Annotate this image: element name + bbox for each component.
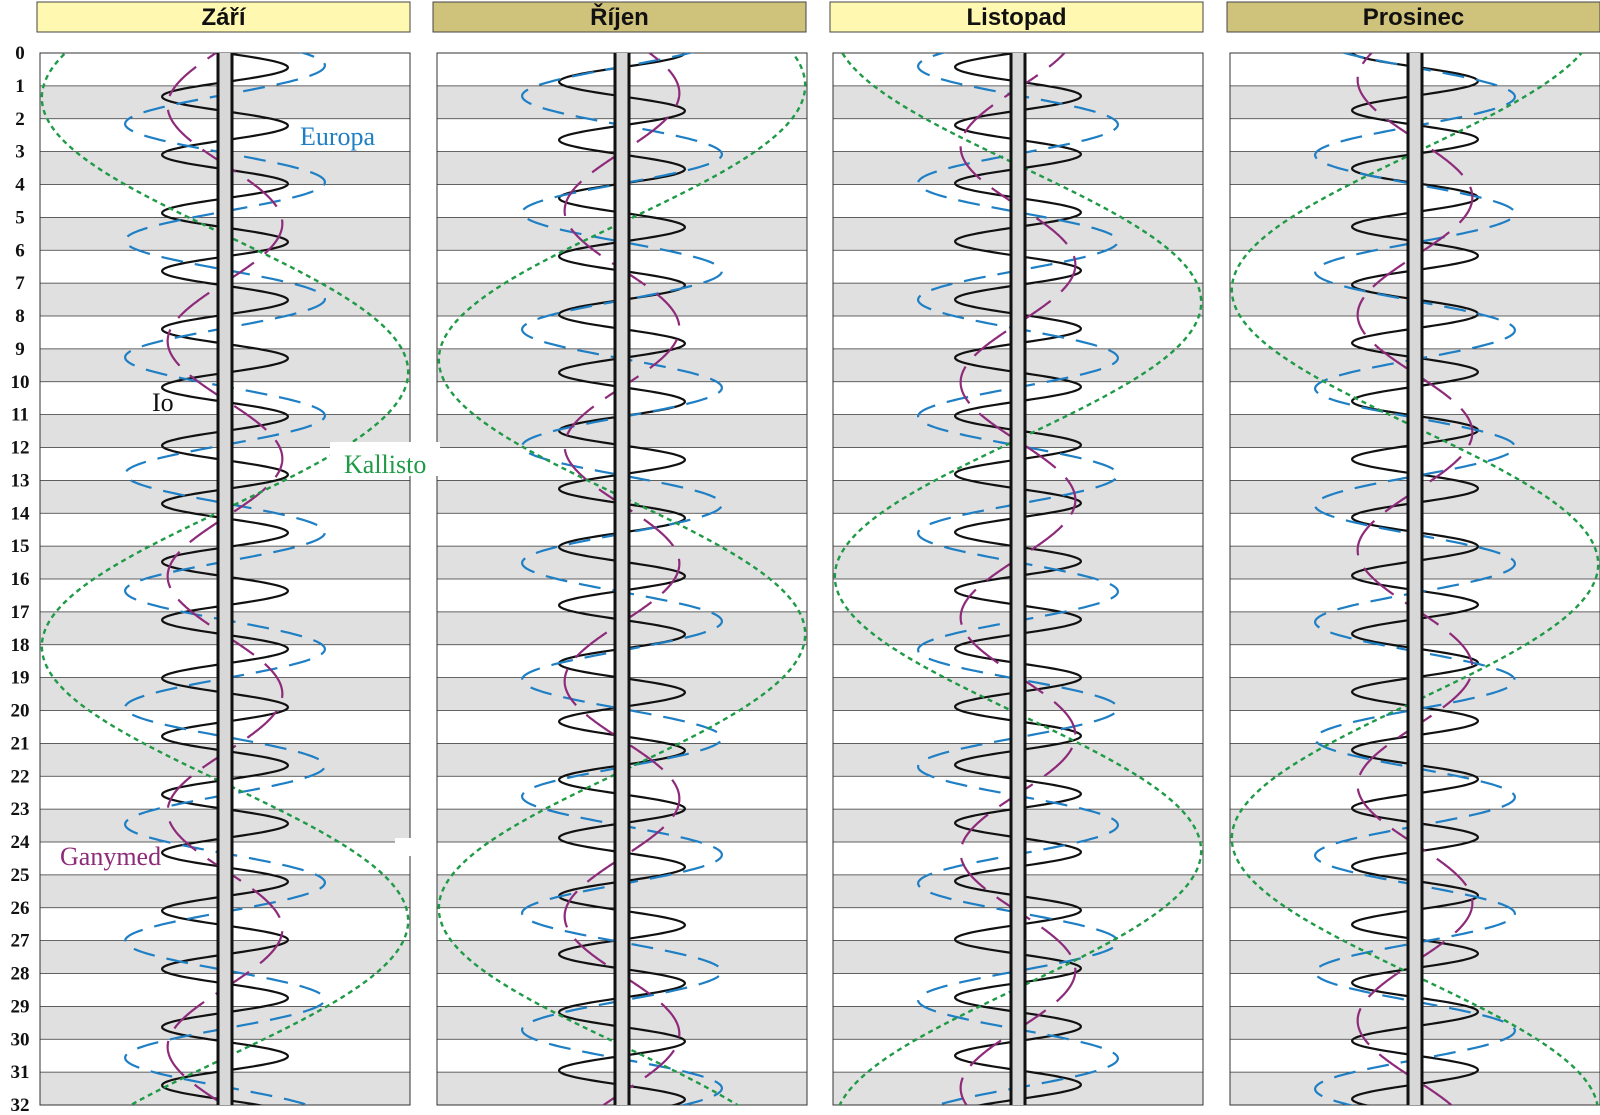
month-header-3 bbox=[1226, 1, 1600, 33]
orbit-curve-kallisto bbox=[1230, 53, 1600, 1105]
day-label: 15 bbox=[11, 536, 30, 557]
day-label: 21 bbox=[11, 733, 30, 754]
day-label: 17 bbox=[11, 602, 31, 623]
panel-curves-3 bbox=[1230, 53, 1600, 1105]
orbit-curve-ganymed bbox=[1356, 53, 1474, 1105]
day-label: 11 bbox=[11, 405, 29, 426]
month-header-2 bbox=[829, 1, 1204, 33]
day-label: 7 bbox=[15, 273, 25, 294]
orbit-curve-europa bbox=[916, 53, 1120, 1105]
day-label: 6 bbox=[15, 240, 25, 261]
day-label: 3 bbox=[15, 142, 25, 163]
moon-labels: Europa Io Kallisto Ganymed bbox=[60, 122, 440, 871]
day-label: 8 bbox=[15, 306, 25, 327]
panel-curves-0 bbox=[40, 53, 410, 1105]
day-label: 10 bbox=[11, 372, 30, 393]
day-label: 28 bbox=[11, 964, 30, 985]
month-headers: Září Říjen Listopad Prosinec bbox=[36, 1, 1600, 33]
day-label: 1 bbox=[15, 76, 25, 97]
jupiter-band-fill-2 bbox=[1011, 53, 1025, 1105]
panel-curves-2 bbox=[833, 53, 1203, 1105]
day-label: 12 bbox=[11, 438, 30, 459]
orbit-curve-kallisto bbox=[437, 53, 807, 1105]
orbit-curve-europa bbox=[520, 53, 724, 1105]
day-label: 9 bbox=[15, 339, 25, 360]
day-label: 4 bbox=[15, 175, 25, 196]
month-header-0 bbox=[36, 1, 411, 33]
jupiter-band-fill-0 bbox=[218, 53, 232, 1105]
day-label: 16 bbox=[11, 569, 30, 590]
orbit-curve-io bbox=[160, 53, 290, 1105]
orbit-curve-io bbox=[953, 53, 1083, 1105]
day-label: 27 bbox=[11, 931, 31, 952]
jupiter-band-fill-3 bbox=[1408, 53, 1422, 1105]
orbit-curve-ganymed bbox=[166, 53, 284, 1105]
jupiter-bands bbox=[216, 53, 1424, 1105]
day-label: 0 bbox=[15, 43, 25, 64]
month-title-1: Říjen bbox=[590, 3, 649, 31]
ganymede-label-backdrop bbox=[395, 838, 435, 856]
orbit-curve-europa bbox=[1313, 53, 1517, 1105]
orbit-curve-europa bbox=[123, 53, 327, 1105]
jupiter-band-fill-1 bbox=[615, 53, 629, 1105]
callisto-label: Kallisto bbox=[344, 450, 426, 479]
day-label: 20 bbox=[11, 701, 30, 722]
ganymede-label: Ganymed bbox=[60, 842, 161, 871]
callisto-label-backdrop bbox=[330, 442, 440, 476]
moon-curves bbox=[40, 53, 1600, 1105]
day-label: 19 bbox=[11, 668, 30, 689]
day-label: 22 bbox=[11, 766, 30, 787]
day-label: 25 bbox=[11, 865, 30, 886]
day-label: 32 bbox=[11, 1095, 30, 1115]
day-label: 5 bbox=[15, 207, 25, 228]
day-label: 31 bbox=[11, 1062, 30, 1083]
day-label: 30 bbox=[11, 1029, 30, 1050]
month-header-1 bbox=[432, 1, 807, 33]
month-title-3: Prosinec bbox=[1363, 4, 1464, 31]
orbit-curve-ganymed bbox=[959, 53, 1077, 1105]
orbit-curve-kallisto bbox=[833, 53, 1203, 1105]
day-axis: 0123456789101112131415161718192021222324… bbox=[11, 43, 31, 1115]
day-label: 26 bbox=[11, 898, 30, 919]
month-title-2: Listopad bbox=[967, 4, 1067, 31]
day-label: 24 bbox=[11, 832, 31, 853]
day-label: 29 bbox=[11, 996, 30, 1017]
orbit-curve-kallisto bbox=[40, 53, 410, 1105]
day-label: 23 bbox=[11, 799, 30, 820]
month-title-0: Září bbox=[201, 4, 246, 31]
europa-label: Europa bbox=[300, 122, 376, 151]
day-label: 18 bbox=[11, 635, 30, 656]
day-label: 13 bbox=[11, 470, 30, 491]
day-label: 14 bbox=[11, 503, 31, 524]
orbit-curve-ganymed bbox=[563, 53, 681, 1105]
day-label: 2 bbox=[15, 109, 25, 130]
io-label: Io bbox=[152, 388, 174, 417]
